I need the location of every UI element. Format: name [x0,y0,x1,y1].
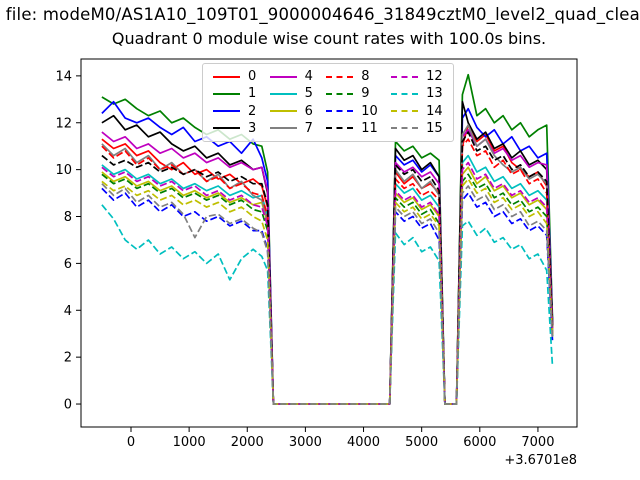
legend-label: 6 [304,103,313,119]
legend-line-swatch [213,110,240,113]
legend-label: 11 [361,120,378,136]
x-tick-label: 7000 [521,435,554,450]
series-line-15 [101,183,554,405]
legend-item-6: 6 [269,103,314,120]
x-axis-offset-label: +3.6701e8 [504,453,577,468]
legend-line-swatch [391,127,419,130]
legend-item-15: 15 [391,120,443,137]
legend-label: 15 [426,120,443,136]
legend-line-swatch [391,75,419,78]
legend-label: 5 [304,86,313,102]
y-tick-label: 14 [55,69,72,84]
legend-item-1: 1 [213,85,257,102]
legend-label: 3 [248,120,257,136]
legend-label: 1 [248,86,257,102]
legend-line-swatch [269,92,297,95]
legend-item-5: 5 [269,85,314,102]
suptitle: a file: modeM0/AS1A10_109T01_9000004646_… [0,5,640,24]
legend-line-swatch [391,92,419,95]
x-tick-label: 0 [127,435,135,450]
series-line-9 [101,173,554,405]
x-tick-label: 6000 [463,435,496,450]
x-tick-label: 1000 [173,435,206,450]
y-tick-label: 10 [55,163,72,178]
legend-label: 0 [248,69,257,85]
series-line-5 [101,154,554,405]
legend-line-swatch [391,110,419,113]
x-tick-label: 4000 [347,435,380,450]
legend-label: 14 [426,103,443,119]
series-line-12 [101,161,554,405]
legend-item-4: 4 [269,68,314,85]
x-tick-label: 5000 [405,435,438,450]
x-tick-label: 3000 [289,435,322,450]
legend-item-8: 8 [326,68,378,85]
legend-item-9: 9 [326,85,378,102]
legend-item-2: 2 [213,103,257,120]
legend-line-swatch [213,75,240,78]
legend-item-7: 7 [269,120,314,137]
y-tick-label: 4 [64,304,72,319]
legend-item-11: 11 [326,120,378,137]
legend-label: 10 [361,103,378,119]
legend-item-12: 12 [391,68,443,85]
legend-item-3: 3 [213,120,257,137]
legend-line-swatch [326,127,354,130]
legend-line-swatch [269,110,297,113]
series-line-14 [101,178,554,405]
series-line-11 [101,131,554,405]
legend-item-13: 13 [391,85,443,102]
legend: 0 1 2 3 4 5 6 7 8 9 10 11 12 13 14 15 [202,63,454,142]
legend-item-0: 0 [213,68,257,85]
series-line-8 [101,138,554,405]
legend-item-10: 10 [326,103,378,120]
legend-label: 7 [304,120,313,136]
legend-line-swatch [326,92,354,95]
legend-line-swatch [213,127,240,130]
x-tick-label: 2000 [231,435,264,450]
legend-item-14: 14 [391,103,443,120]
legend-label: 8 [361,69,370,85]
series-line-10 [101,187,554,405]
axes-frame [80,58,578,428]
series-line-4 [101,128,554,405]
y-tick-label: 6 [64,257,72,272]
y-tick-label: 12 [55,116,72,131]
y-tick-label: 8 [64,210,72,225]
legend-label: 2 [248,103,257,119]
legend-line-swatch [269,127,297,130]
legend-label: 12 [426,69,443,85]
y-tick-label: 0 [64,398,72,413]
series-line-13 [101,204,554,405]
legend-line-swatch [269,75,297,78]
y-tick-label: 2 [64,351,72,366]
legend-line-swatch [213,92,240,95]
legend-label: 4 [304,69,313,85]
chart-title: Quadrant 0 module wise count rates with … [111,29,547,48]
legend-label: 9 [361,86,370,102]
legend-line-swatch [326,110,354,113]
legend-label: 13 [426,86,443,102]
legend-line-swatch [326,75,354,78]
